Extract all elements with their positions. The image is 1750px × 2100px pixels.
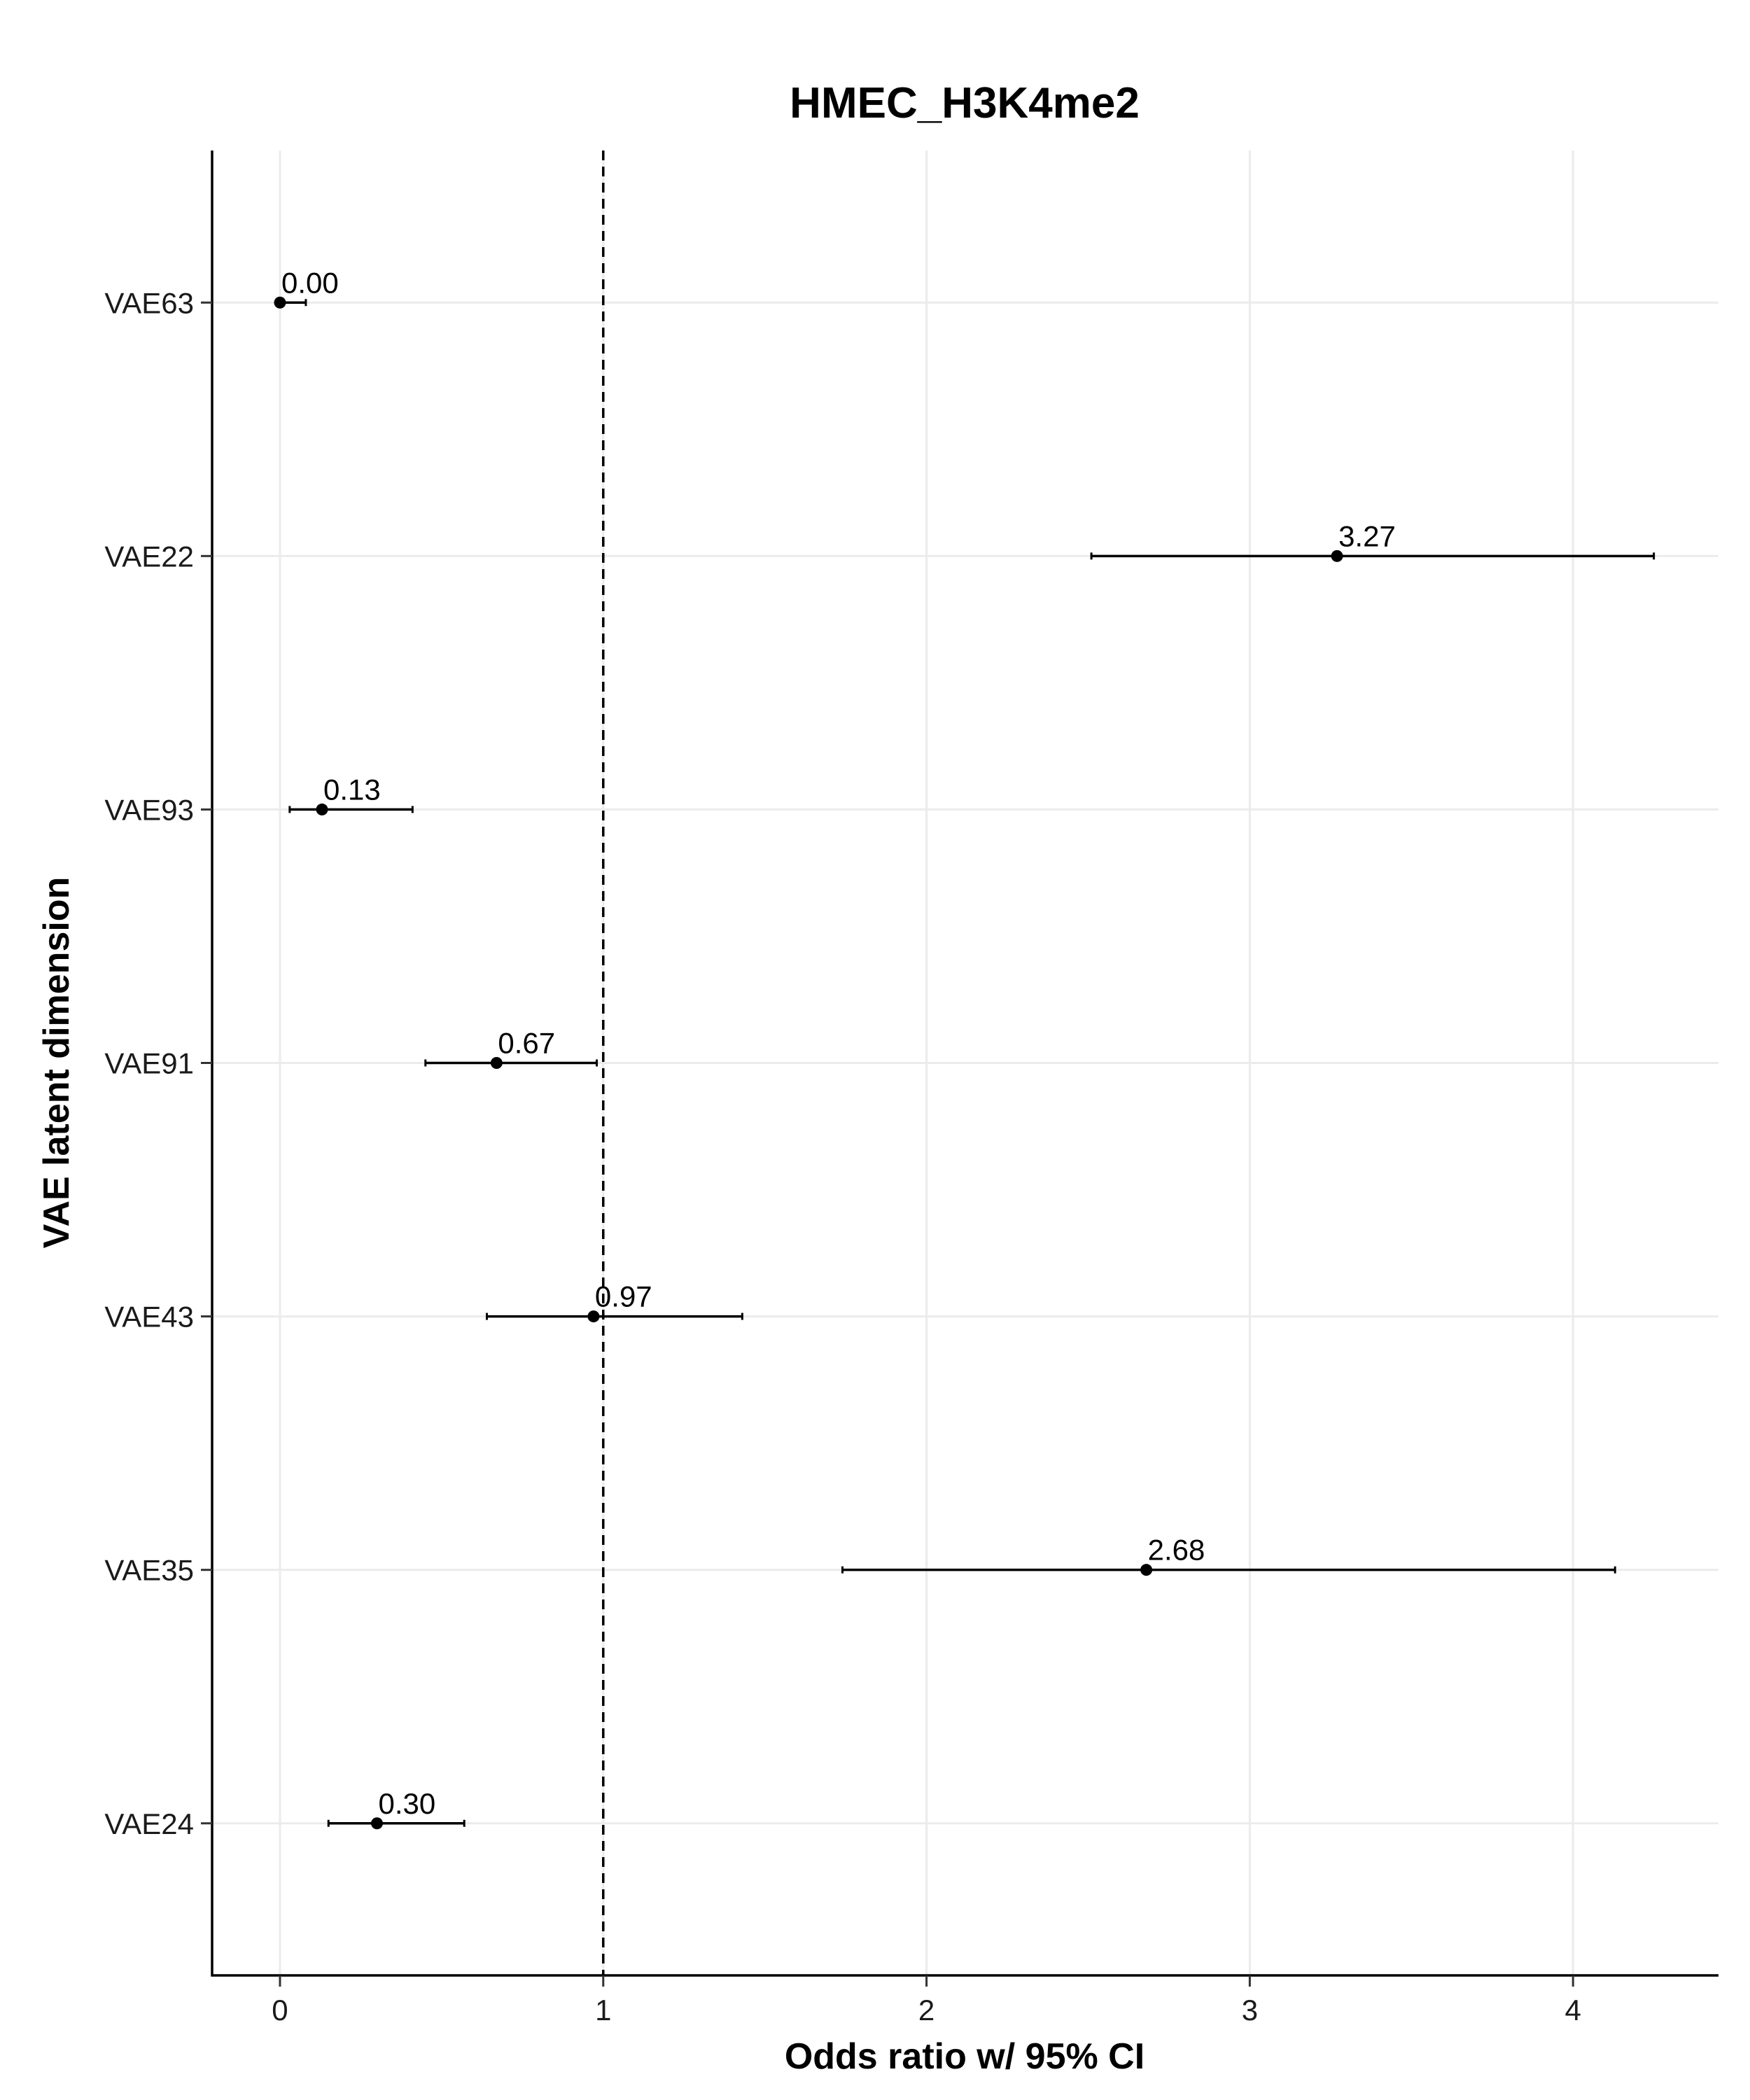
point-vae91 xyxy=(490,1057,503,1069)
data-label-vae24: 0.30 xyxy=(379,1787,436,1820)
data-label-vae43: 0.97 xyxy=(595,1280,652,1313)
y-tick-label-vae91: VAE91 xyxy=(104,1047,194,1080)
data-label-vae93: 0.13 xyxy=(323,773,381,806)
point-vae24 xyxy=(371,1817,384,1830)
y-tick-label-vae63: VAE63 xyxy=(104,286,194,319)
x-tick-label-3: 3 xyxy=(1242,1994,1258,2026)
y-axis-title: VAE latent dimension xyxy=(36,877,77,1249)
point-vae93 xyxy=(316,803,328,816)
y-tick-label-vae22: VAE22 xyxy=(104,540,194,573)
data-label-vae22: 3.27 xyxy=(1338,519,1396,552)
point-vae35 xyxy=(1140,1564,1153,1576)
y-tick-label-vae93: VAE93 xyxy=(104,793,194,826)
x-tick-label-0: 0 xyxy=(272,1994,288,2026)
data-label-vae91: 0.67 xyxy=(498,1027,555,1060)
point-vae63 xyxy=(274,296,286,309)
x-tick-label-4: 4 xyxy=(1565,1994,1581,2026)
data-marks: 0.00 3.27 0.13 0.67 0.97 2.68 0.30 xyxy=(274,266,1656,1830)
x-tick-label-1: 1 xyxy=(595,1994,611,2026)
data-label-vae35: 2.68 xyxy=(1148,1534,1205,1567)
x-tick-label-2: 2 xyxy=(918,1994,934,2026)
data-label-vae63: 0.00 xyxy=(281,266,339,299)
y-tick-label-vae24: VAE24 xyxy=(104,1807,194,1840)
axes: 0 1 2 3 4 VAE63 VAE22 VAE93 VAE91 VAE43 VAE35 VAE24 xyxy=(104,150,1718,2026)
point-vae43 xyxy=(587,1310,600,1323)
x-axis-title: Odds ratio w/ 95% CI xyxy=(785,2036,1144,2077)
point-vae22 xyxy=(1331,550,1343,562)
y-tick-label-vae35: VAE35 xyxy=(104,1554,194,1587)
y-tick-label-vae43: VAE43 xyxy=(104,1301,194,1334)
chart-title: HMEC_H3K4me2 xyxy=(790,79,1140,127)
